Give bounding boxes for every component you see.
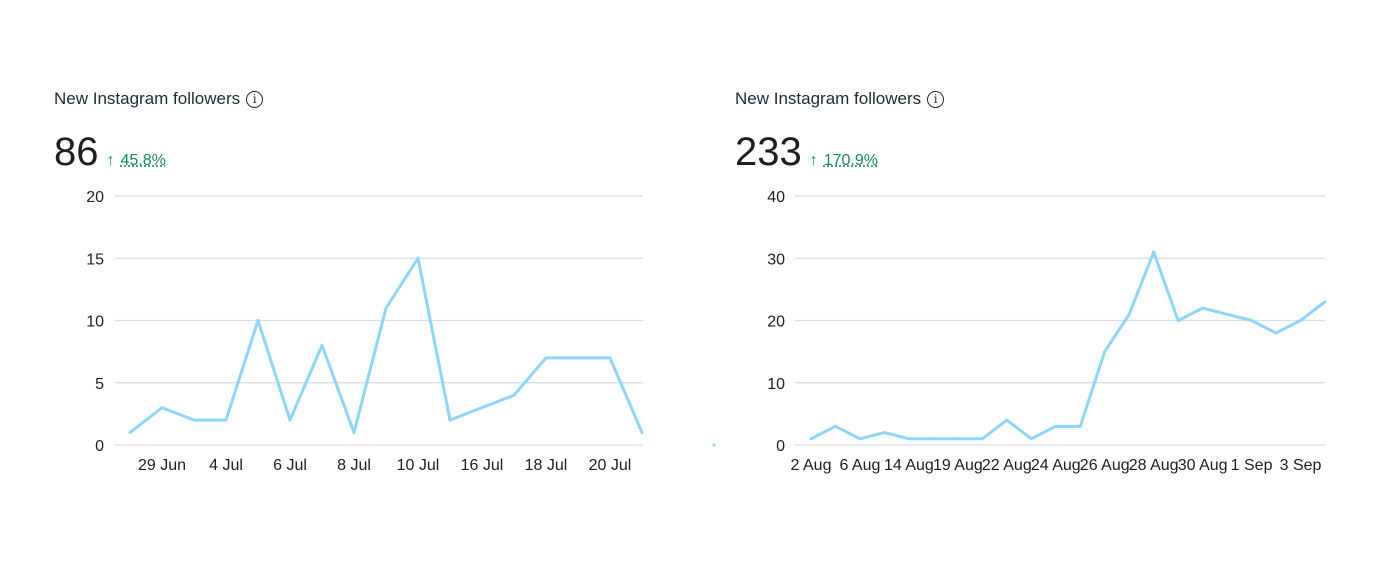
x-tick-label: 29 Jun (138, 457, 186, 474)
data-point[interactable] (640, 431, 644, 435)
data-point[interactable] (128, 431, 132, 435)
data-point[interactable] (448, 418, 452, 422)
data-point[interactable] (480, 406, 484, 410)
y-tick-label: 10 (767, 376, 785, 393)
y-tick-label: 0 (95, 438, 104, 455)
x-tick-label: 16 Jul (461, 457, 504, 474)
x-tick-label: 8 Jul (337, 457, 371, 474)
data-point[interactable] (1176, 319, 1180, 322)
data-point[interactable] (931, 437, 935, 441)
x-tick-label: 4 Jul (209, 457, 243, 474)
data-point[interactable] (576, 356, 580, 360)
arrow-up-icon: ↑ (809, 152, 818, 169)
data-point[interactable] (416, 256, 420, 260)
chart-1-total: 86 (54, 130, 99, 174)
data-point[interactable] (1299, 319, 1303, 322)
x-tick-label: 6 Jul (273, 457, 307, 474)
data-point[interactable] (1054, 424, 1058, 428)
chart-1-change-value[interactable]: 45.8% (120, 152, 166, 169)
data-point[interactable] (882, 431, 886, 435)
data-point[interactable] (192, 418, 196, 422)
series-line (810, 250, 1326, 441)
stray-dot (712, 443, 716, 447)
y-tick-label: 0 (776, 438, 785, 455)
chart-2-title-text: New Instagram followers (735, 89, 922, 108)
data-point[interactable] (352, 431, 356, 435)
arrow-up-icon: ↑ (106, 152, 115, 169)
x-tick-label: 20 Jul (589, 457, 632, 474)
info-icon[interactable]: i (246, 90, 264, 108)
y-tick-label: 30 (767, 251, 785, 268)
data-point[interactable] (544, 356, 548, 360)
x-tick-label: 10 Jul (397, 457, 440, 474)
data-point[interactable] (512, 393, 516, 397)
chart-1-title-text: New Instagram followers (54, 89, 241, 108)
data-point[interactable] (160, 406, 164, 410)
x-tick-label: 24 Aug (1031, 457, 1081, 474)
chart-2-summary: 233 ↑ 170.9% (735, 130, 878, 175)
y-tick-label: 20 (767, 314, 785, 331)
y-tick-label: 10 (86, 314, 104, 331)
data-point[interactable] (1103, 350, 1107, 354)
x-tick-label: 28 Aug (1129, 457, 1179, 474)
chart-2-total: 233 (735, 130, 802, 174)
chart-2: 0 10 20 30 40 2 Aug 6 Aug 14 Aug 19 Aug 22 Aug 24 … (767, 189, 1327, 474)
data-point[interactable] (858, 437, 862, 441)
chart-1-title: New Instagram followers i (54, 89, 264, 109)
data-point[interactable] (980, 437, 984, 441)
data-point[interactable] (907, 437, 911, 441)
x-tick-label: 2 Aug (791, 457, 832, 474)
x-tick-label: 26 Aug (1080, 457, 1130, 474)
data-point[interactable] (288, 418, 292, 422)
chart-1: 0 5 10 15 20 29 Jun 4 Jul 6 Jul 8 Jul 10 Jul 16 Ju… (86, 189, 644, 474)
data-point[interactable] (608, 356, 612, 360)
data-point[interactable] (956, 437, 960, 441)
chart-1-summary: 86 ↑ 45.8% (54, 130, 166, 175)
data-point[interactable] (1005, 418, 1009, 422)
x-tick-label: 3 Sep (1280, 457, 1322, 474)
data-point[interactable] (1225, 312, 1229, 316)
data-point[interactable] (256, 319, 260, 322)
series-line (129, 256, 644, 435)
data-point[interactable] (1078, 424, 1082, 428)
info-icon[interactable]: i (927, 90, 945, 108)
chart-2-change: ↑ 170.9% (810, 152, 878, 170)
data-point[interactable] (1323, 300, 1327, 304)
data-point[interactable] (1250, 319, 1254, 322)
data-point[interactable] (1127, 312, 1131, 316)
x-tick-label: 18 Jul (525, 457, 568, 474)
x-tick-label: 1 Sep (1231, 457, 1273, 474)
data-point[interactable] (809, 437, 813, 441)
y-tick-label: 20 (86, 189, 104, 206)
y-tick-label: 40 (767, 189, 785, 206)
chart-2-change-value[interactable]: 170.9% (823, 152, 879, 169)
y-tick-label: 5 (95, 376, 104, 393)
data-point[interactable] (224, 418, 228, 422)
chart-1-change: ↑ 45.8% (107, 152, 166, 170)
data-point[interactable] (384, 306, 388, 310)
chart-2-title: New Instagram followers i (735, 89, 945, 109)
data-point[interactable] (1201, 306, 1205, 310)
x-tick-label: 6 Aug (839, 457, 880, 474)
y-tick-label: 15 (86, 251, 104, 268)
x-tick-label: 14 Aug (884, 457, 934, 474)
data-point[interactable] (320, 343, 324, 347)
data-point[interactable] (1274, 331, 1278, 335)
data-point[interactable] (833, 424, 837, 428)
data-point[interactable] (1152, 250, 1156, 254)
data-point[interactable] (1029, 437, 1033, 441)
x-tick-label: 22 Aug (982, 457, 1032, 474)
x-tick-label: 19 Aug (933, 457, 983, 474)
x-tick-label: 30 Aug (1178, 457, 1228, 474)
